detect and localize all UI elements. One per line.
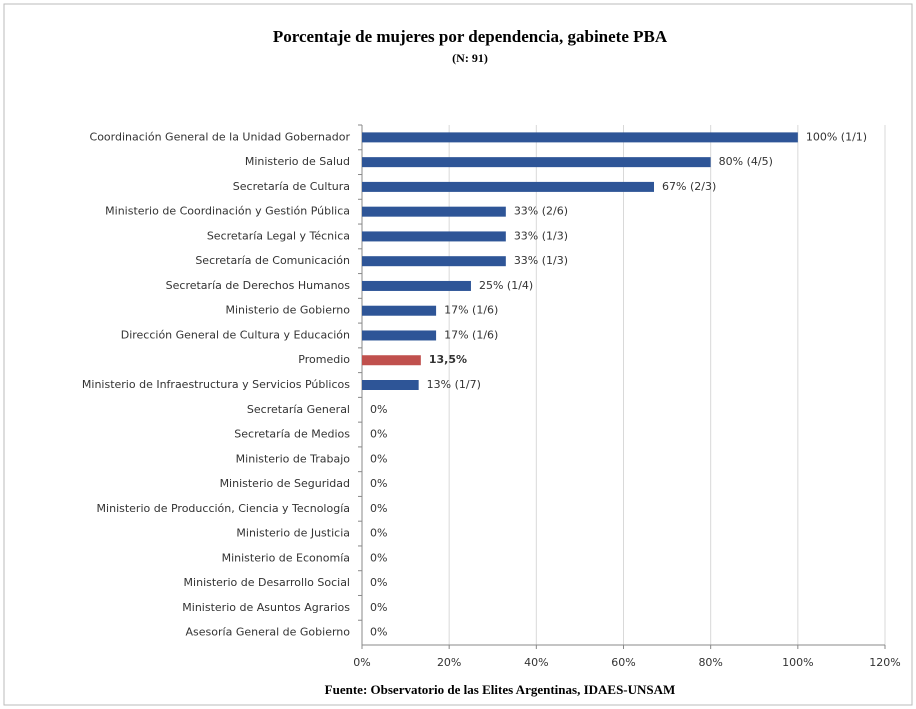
- x-tick-label: 0%: [353, 656, 370, 669]
- y-tick-label: Ministerio de Coordinación y Gestión Púb…: [105, 205, 350, 218]
- bar: [362, 256, 506, 267]
- data-label: 33% (1/3): [514, 254, 568, 267]
- bar: [362, 132, 798, 143]
- bar: [362, 330, 437, 341]
- y-tick-label: Ministerio de Producción, Ciencia y Tecn…: [97, 502, 350, 515]
- y-tick-label: Asesoría General de Gobierno: [186, 626, 351, 639]
- data-label: 17% (1/6): [444, 328, 498, 341]
- data-label: 33% (1/3): [514, 229, 568, 242]
- y-tick-label: Ministerio de Desarrollo Social: [184, 576, 350, 589]
- y-tick-label: Ministerio de Asuntos Agrarios: [182, 601, 350, 614]
- data-label: 0%: [370, 551, 387, 564]
- y-tick-label: Ministerio de Salud: [245, 155, 350, 168]
- y-tick-label: Secretaría de Medios: [234, 428, 350, 441]
- data-label: 0%: [370, 403, 387, 416]
- x-tick-label: 80%: [698, 656, 722, 669]
- data-label: 13,5%: [429, 353, 467, 366]
- y-tick-label: Ministerio de Justicia: [236, 527, 350, 540]
- data-label: 17% (1/6): [444, 304, 498, 317]
- data-label: 0%: [370, 626, 387, 639]
- y-tick-label: Dirección General de Cultura y Educación: [121, 328, 350, 341]
- y-tick-label: Secretaría de Comunicación: [195, 254, 350, 267]
- chart-subtitle: (N: 91): [452, 51, 488, 65]
- x-tick-label: 40%: [524, 656, 548, 669]
- y-tick-label: Secretaría de Derechos Humanos: [166, 279, 351, 292]
- y-tick-label: Secretaría Legal y Técnica: [207, 229, 350, 242]
- bar: [362, 231, 506, 242]
- x-tick-label: 20%: [437, 656, 461, 669]
- y-tick-label: Secretaría General: [247, 403, 350, 416]
- data-label: 13% (1/7): [427, 378, 481, 391]
- data-label: 0%: [370, 576, 387, 589]
- data-label: 25% (1/4): [479, 279, 533, 292]
- bar: [362, 305, 437, 316]
- y-tick-label: Ministerio de Seguridad: [220, 477, 350, 490]
- bar: [362, 280, 471, 291]
- y-tick-label: Ministerio de Gobierno: [225, 304, 350, 317]
- data-label: 80% (4/5): [719, 155, 773, 168]
- chart-border: [3, 3, 913, 706]
- y-tick-label: Secretaría de Cultura: [233, 180, 350, 193]
- bar: [362, 157, 711, 168]
- data-label: 0%: [370, 601, 387, 614]
- data-label: 0%: [370, 502, 387, 515]
- data-label: 0%: [370, 452, 387, 465]
- bar: [362, 181, 655, 192]
- x-tick-label: 60%: [611, 656, 635, 669]
- bar: [362, 206, 506, 217]
- x-tick-label: 120%: [869, 656, 900, 669]
- data-label: 0%: [370, 527, 387, 540]
- y-tick-label: Ministerio de Trabajo: [236, 452, 351, 465]
- y-tick-label: Coordinación General de la Unidad Gobern…: [90, 130, 351, 143]
- source-note: Fuente: Observatorio de las Elites Argen…: [325, 682, 676, 697]
- bar: [362, 355, 421, 366]
- chart-title: Porcentaje de mujeres por dependencia, g…: [273, 27, 668, 46]
- data-label: 100% (1/1): [806, 130, 867, 143]
- y-tick-label: Ministerio de Infraestructura y Servicio…: [82, 378, 350, 391]
- y-tick-label: Ministerio de Economía: [222, 551, 350, 564]
- data-label: 33% (2/6): [514, 205, 568, 218]
- data-label: 67% (2/3): [662, 180, 716, 193]
- data-label: 0%: [370, 477, 387, 490]
- y-tick-label: Promedio: [298, 353, 350, 366]
- x-tick-label: 100%: [782, 656, 813, 669]
- data-label: 0%: [370, 428, 387, 441]
- bar: [362, 380, 419, 390]
